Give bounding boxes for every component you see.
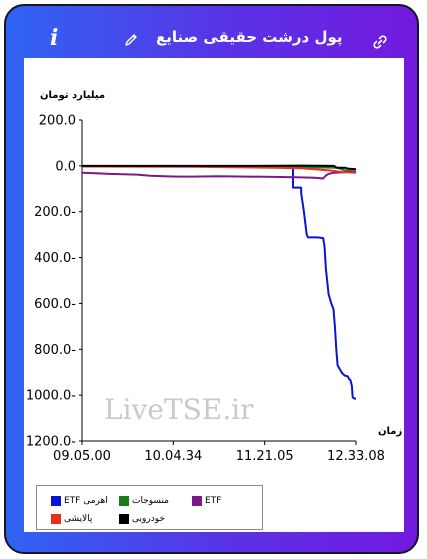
- y-tick-label: 0.0: [55, 159, 76, 174]
- y-ticks: 200.0 0.0 200.0- 400.0- 600.0- 800.0- 1000.0- 1…: [26, 114, 82, 450]
- series-line: [81, 170, 357, 180]
- chart-panel: میلیارد تومان زمان LiveTSE.ir 200.0 0.0 20…: [24, 58, 404, 532]
- series-line: [82, 164, 357, 171]
- y-tick-label: 200.0: [39, 114, 76, 129]
- y-tick-label: 1200.0-: [26, 435, 76, 450]
- series-line: [81, 165, 356, 400]
- legend-label: منسوجات: [132, 496, 169, 506]
- legend-swatch: [192, 495, 202, 506]
- legend-label: خودرویی: [132, 514, 165, 524]
- legend-swatch: [119, 513, 129, 524]
- legend-item[interactable]: ETF اهرمی: [51, 495, 108, 507]
- y-tick-label: 1000.0-: [26, 389, 76, 404]
- y-axis-label: میلیارد تومان: [40, 90, 105, 101]
- x-tick-label: 10.04.34: [144, 449, 202, 464]
- pencil-icon[interactable]: [124, 33, 138, 47]
- legend-item[interactable]: خودرویی: [119, 513, 165, 525]
- x-ticks: 09.05.00 10.04.34 11.21.05 12.33.08: [53, 441, 385, 464]
- y-tick-label: 600.0-: [34, 297, 76, 312]
- series-lines: [81, 164, 357, 400]
- legend-label: ETF: [205, 496, 222, 506]
- link-icon[interactable]: [372, 34, 388, 50]
- series-line: [81, 165, 357, 174]
- y-tick-label: 200.0-: [34, 205, 76, 220]
- x-tick-label: 11.21.05: [236, 449, 294, 464]
- legend-item[interactable]: منسوجات: [119, 495, 169, 507]
- legend-item[interactable]: ETF: [192, 495, 221, 507]
- legend-item[interactable]: پالایشی: [51, 513, 92, 525]
- x-tick-label: 12.33.08: [327, 449, 385, 464]
- info-icon[interactable]: i: [50, 25, 59, 51]
- watermark: LiveTSE.ir: [104, 393, 254, 426]
- legend: ETF اهرمی منسوجات ETF پالایشی خودرویی: [36, 485, 263, 530]
- legend-label: ETF اهرمی: [64, 496, 108, 506]
- line-chart: میلیارد تومان زمان LiveTSE.ir 200.00.020…: [26, 90, 403, 464]
- legend-swatch: [51, 495, 61, 506]
- x-tick-label: 09.05.00: [53, 449, 111, 464]
- app-card: i پول درشت حقیقی صنایع میلیارد تومان زما…: [4, 4, 419, 554]
- legend-swatch: [51, 513, 61, 524]
- legend-swatch: [119, 495, 129, 506]
- x-axis-label: زمان: [378, 426, 402, 437]
- legend-label: پالایشی: [64, 514, 93, 524]
- header-bar: i پول درشت حقیقی صنایع: [6, 6, 417, 58]
- y-tick-label: 400.0-: [34, 251, 76, 266]
- y-tick-label: 800.0-: [34, 343, 76, 358]
- page-title: پول درشت حقیقی صنایع: [156, 28, 343, 46]
